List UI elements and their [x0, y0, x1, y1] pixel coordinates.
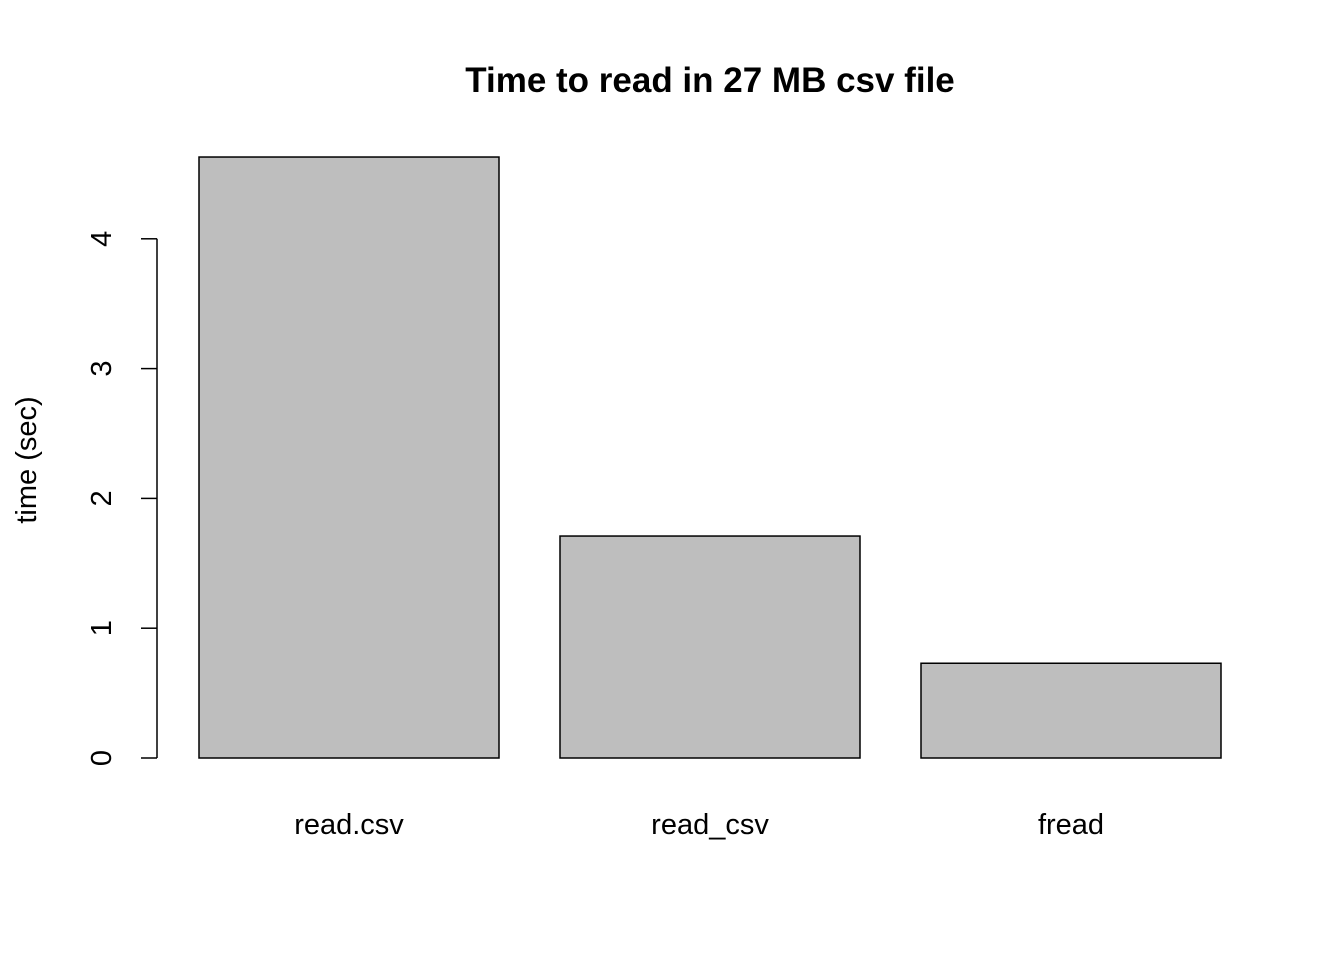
x-category-label: fread: [1038, 809, 1104, 841]
bar-read_csv: [559, 535, 861, 759]
bars: [198, 156, 1222, 759]
x-category-label: read.csv: [294, 809, 404, 841]
y-tick-label: 2: [86, 490, 118, 506]
y-tick-label: 3: [86, 361, 118, 377]
chart-title: Time to read in 27 MB csv file: [465, 61, 955, 100]
y-tick-label: 1: [86, 620, 118, 636]
y-tick-label: 0: [86, 750, 118, 766]
bar-read.csv: [198, 156, 500, 759]
y-axis-label: time (sec): [11, 396, 43, 523]
y-axis: 0 1 2 3 4: [86, 231, 158, 766]
y-tick-label: 4: [86, 231, 118, 247]
bar-fread: [920, 662, 1222, 759]
x-category-label: read_csv: [651, 809, 769, 841]
x-axis-labels: read.csv read_csv fread: [294, 809, 1104, 841]
